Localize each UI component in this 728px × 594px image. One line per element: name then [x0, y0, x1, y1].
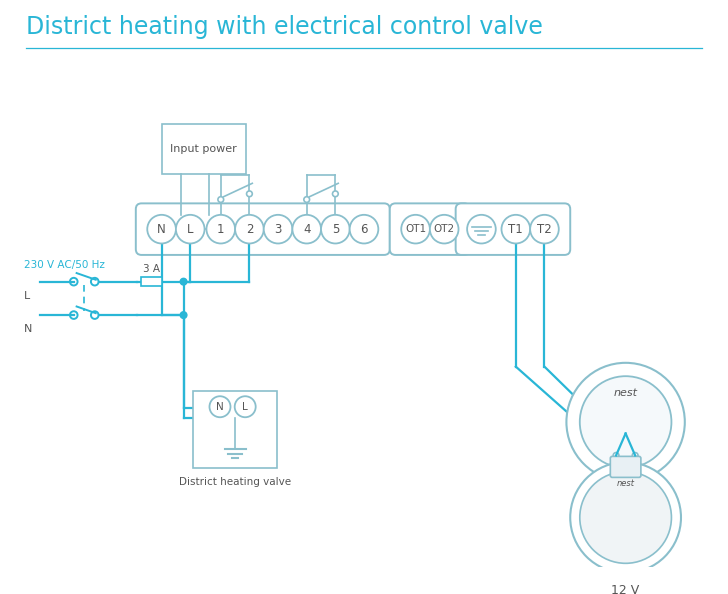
FancyBboxPatch shape	[610, 456, 641, 478]
Text: 6: 6	[360, 223, 368, 236]
Text: 12 V: 12 V	[612, 584, 640, 594]
Circle shape	[321, 215, 349, 244]
Text: L: L	[242, 402, 248, 412]
Text: 1: 1	[217, 223, 224, 236]
Text: nest: nest	[617, 479, 635, 488]
Text: 3: 3	[274, 223, 282, 236]
Circle shape	[210, 396, 231, 417]
Text: L: L	[187, 223, 194, 236]
Circle shape	[579, 472, 671, 563]
Circle shape	[264, 215, 293, 244]
Text: T2: T2	[537, 223, 552, 236]
Circle shape	[570, 462, 681, 573]
Text: 4: 4	[303, 223, 310, 236]
Circle shape	[467, 215, 496, 244]
FancyBboxPatch shape	[136, 203, 389, 255]
Circle shape	[633, 453, 638, 459]
Circle shape	[401, 215, 430, 244]
FancyBboxPatch shape	[141, 277, 162, 286]
Circle shape	[147, 215, 176, 244]
Text: Input power: Input power	[170, 144, 237, 154]
Text: 230 V AC/50 Hz: 230 V AC/50 Hz	[24, 260, 105, 270]
Circle shape	[304, 197, 309, 203]
Circle shape	[613, 453, 619, 459]
Circle shape	[207, 215, 235, 244]
Circle shape	[235, 215, 264, 244]
Text: N: N	[24, 324, 33, 334]
Circle shape	[176, 215, 205, 244]
Text: OT1: OT1	[405, 224, 426, 234]
Circle shape	[234, 396, 256, 417]
Text: District heating valve: District heating valve	[179, 478, 291, 488]
FancyBboxPatch shape	[193, 391, 277, 468]
FancyBboxPatch shape	[389, 203, 470, 255]
Circle shape	[247, 191, 253, 197]
FancyBboxPatch shape	[162, 124, 245, 174]
Circle shape	[566, 363, 685, 481]
Text: 2: 2	[245, 223, 253, 236]
Text: L: L	[24, 291, 31, 301]
Text: nest: nest	[614, 388, 638, 399]
Circle shape	[579, 376, 671, 468]
Text: OT2: OT2	[434, 224, 455, 234]
Circle shape	[293, 215, 321, 244]
FancyBboxPatch shape	[456, 203, 570, 255]
Circle shape	[349, 215, 379, 244]
Circle shape	[502, 215, 530, 244]
Circle shape	[333, 191, 339, 197]
Circle shape	[181, 279, 187, 285]
Text: N: N	[216, 402, 223, 412]
Text: N: N	[157, 223, 166, 236]
Text: District heating with electrical control valve: District heating with electrical control…	[26, 15, 543, 39]
Circle shape	[430, 215, 459, 244]
Text: T1: T1	[508, 223, 523, 236]
Circle shape	[218, 197, 223, 203]
Text: 5: 5	[332, 223, 339, 236]
Circle shape	[530, 215, 559, 244]
Circle shape	[181, 312, 187, 318]
Text: 3 A: 3 A	[143, 264, 160, 274]
